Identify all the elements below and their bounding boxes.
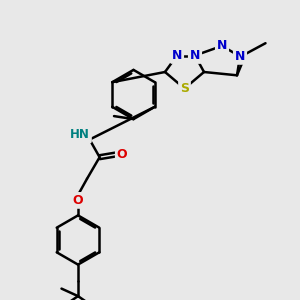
Text: N: N [217, 39, 227, 52]
Text: O: O [117, 148, 128, 161]
Text: HN: HN [70, 128, 90, 142]
Text: O: O [73, 194, 83, 207]
Text: N: N [235, 50, 245, 63]
Text: S: S [180, 82, 189, 95]
Text: N: N [172, 49, 182, 62]
Text: N: N [190, 49, 200, 62]
